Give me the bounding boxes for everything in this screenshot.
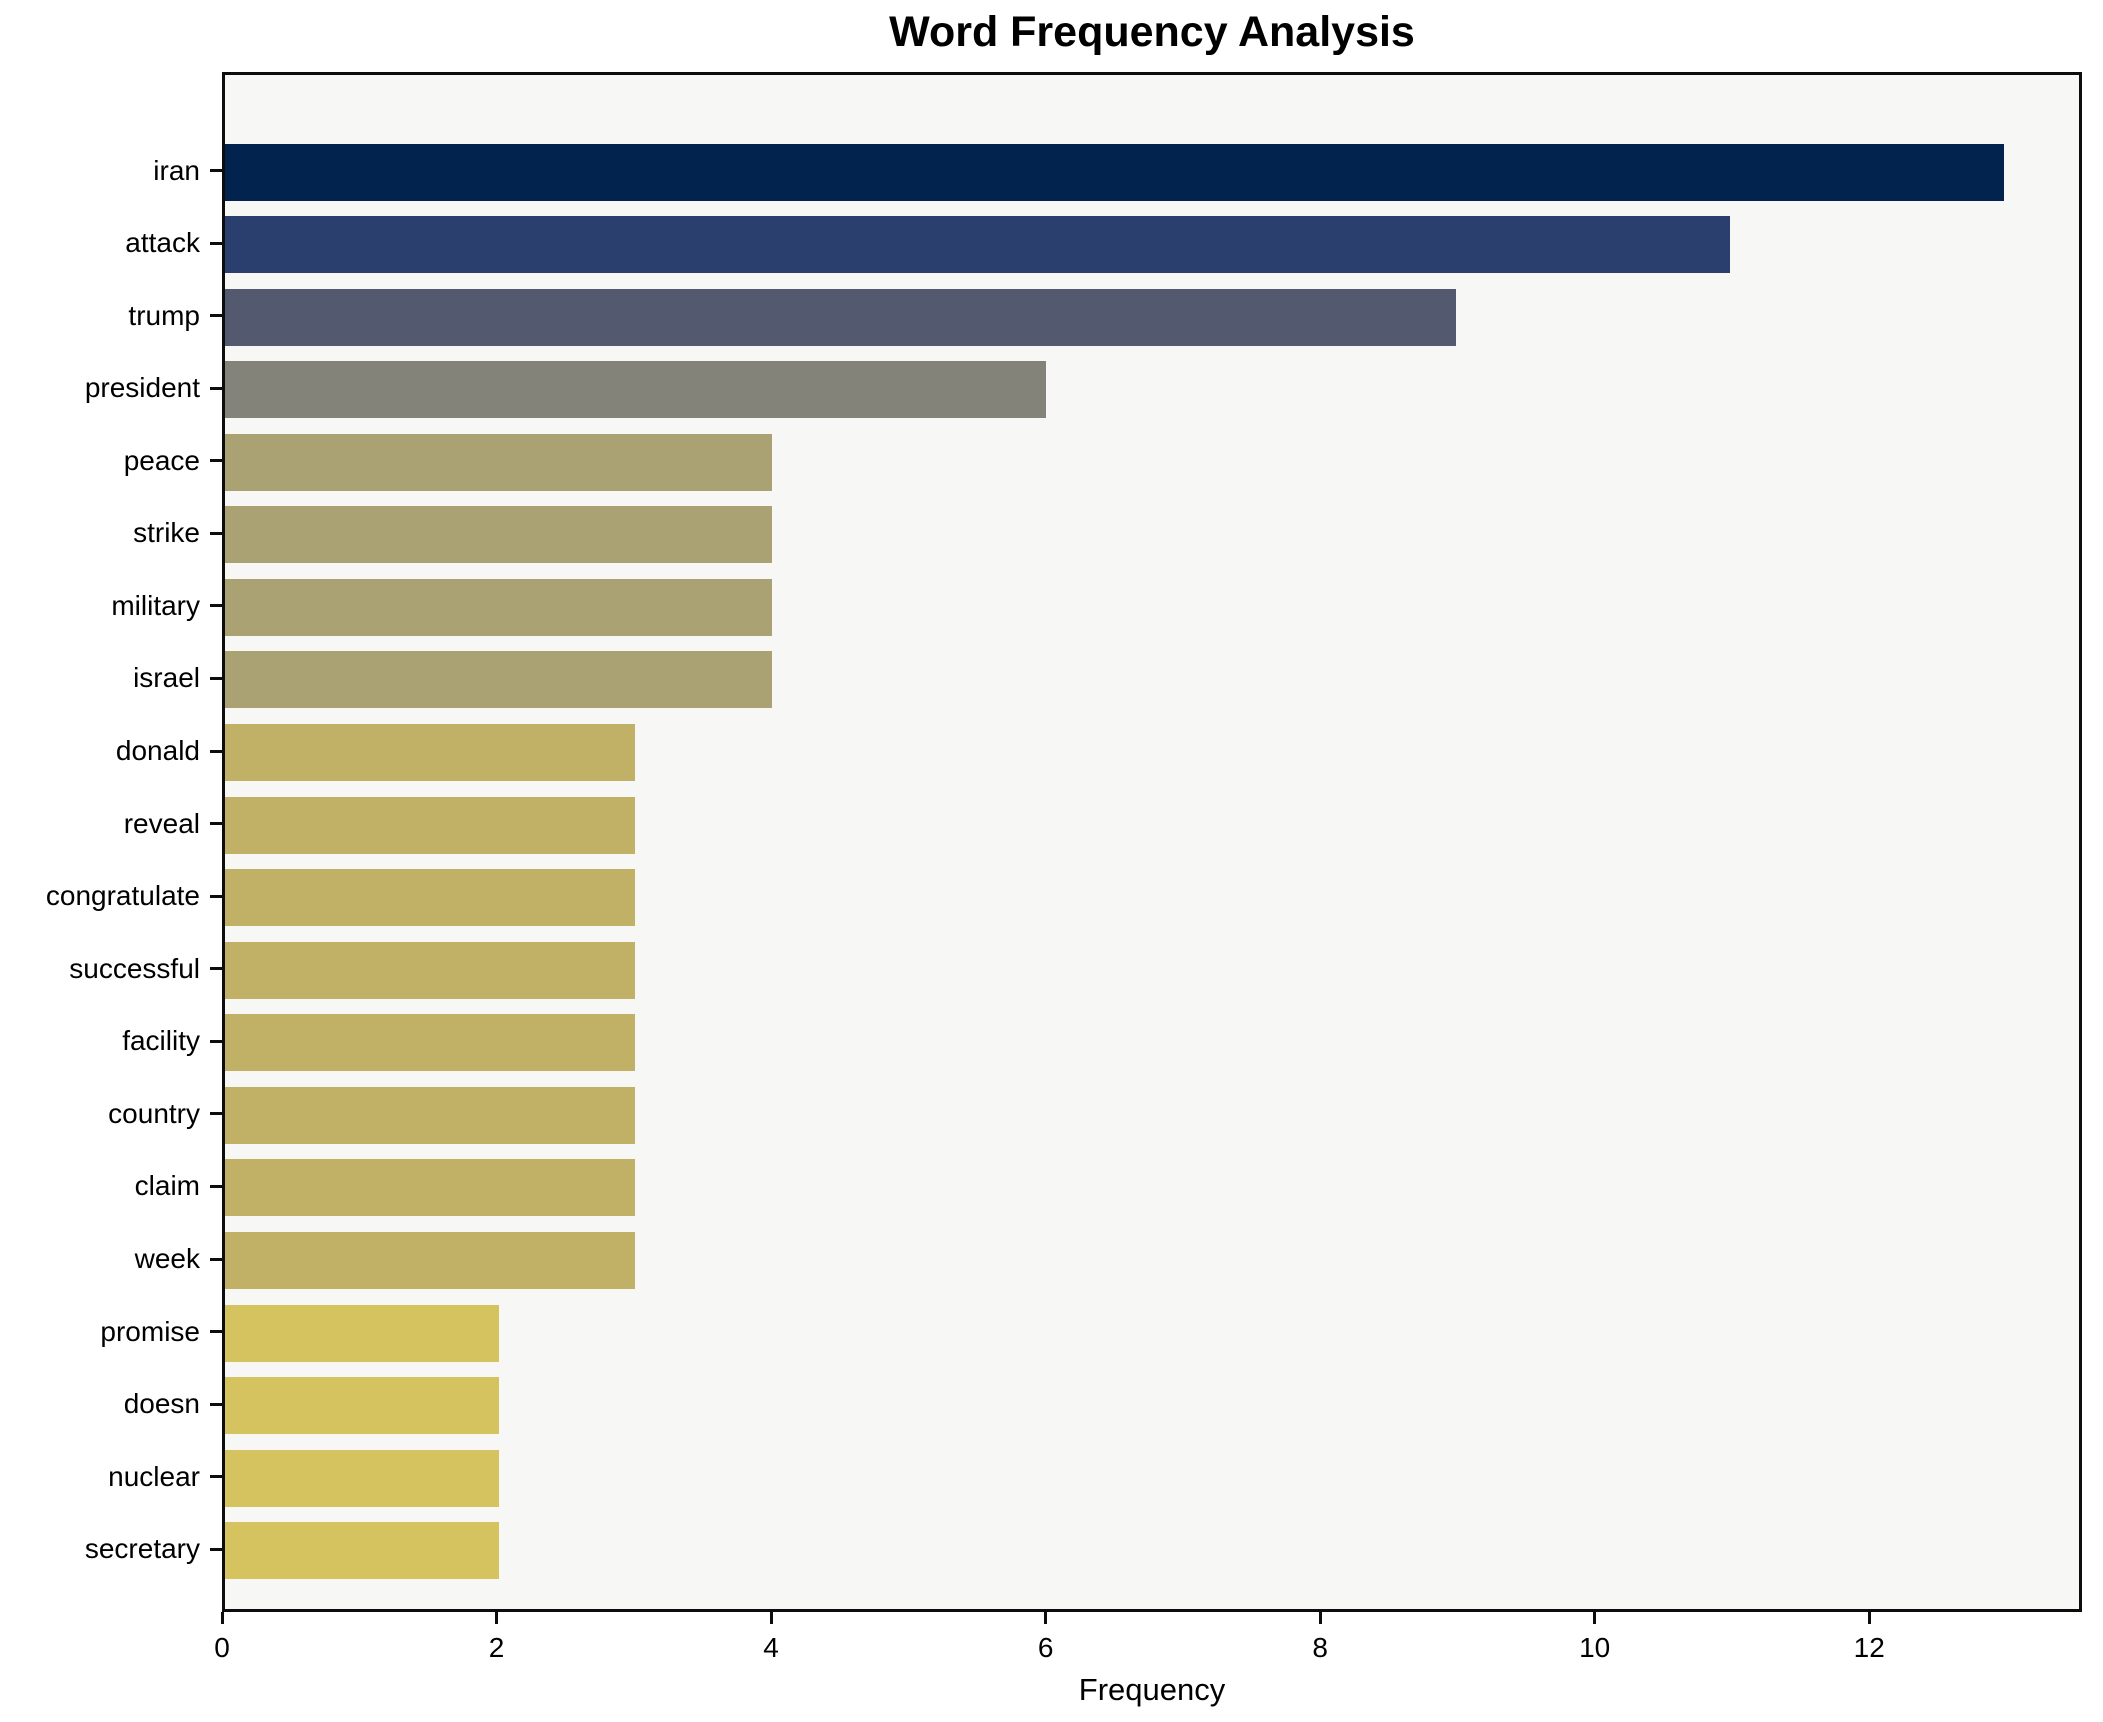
bar-facility xyxy=(225,1014,636,1072)
y-tick-mark xyxy=(210,894,222,898)
y-tick-mark xyxy=(210,1039,222,1043)
y-tick-mark xyxy=(210,1475,222,1479)
y-tick-mark xyxy=(210,531,222,535)
bar-nuclear xyxy=(225,1449,499,1507)
x-tick-label-8: 8 xyxy=(1312,1632,1328,1663)
y-tick-mark xyxy=(210,749,222,753)
bar-promise xyxy=(225,1304,499,1362)
bar-claim xyxy=(225,1159,636,1217)
x-axis-label: Frequency xyxy=(1078,1672,1226,1707)
y-tick-mark xyxy=(210,676,222,680)
y-tick-label-trump: trump xyxy=(128,299,200,331)
y-tick-mark xyxy=(210,604,222,608)
bar-country xyxy=(225,1086,636,1144)
x-tick-label-6: 6 xyxy=(1037,1632,1054,1663)
bar-successful xyxy=(225,941,636,999)
y-tick-label-promise: promise xyxy=(100,1315,200,1347)
y-tick-mark xyxy=(210,1330,222,1334)
bar-reveal xyxy=(225,796,636,854)
y-tick-label-successful: successful xyxy=(69,952,200,984)
y-tick-label-peace: peace xyxy=(123,444,200,476)
bar-attack xyxy=(225,216,1731,274)
y-tick-mark xyxy=(210,1257,222,1261)
x-tick-label-2: 2 xyxy=(488,1632,505,1663)
bar-week xyxy=(225,1232,636,1290)
y-tick-label-week: week xyxy=(134,1243,200,1275)
x-tick-mark xyxy=(769,1612,773,1624)
y-tick-mark xyxy=(210,386,222,390)
x-tick-mark xyxy=(220,1612,224,1624)
y-tick-label-strike: strike xyxy=(133,517,200,549)
y-tick-mark xyxy=(210,1184,222,1188)
bar-iran xyxy=(225,143,2004,201)
bar-donald xyxy=(225,724,636,782)
bar-congratulate xyxy=(225,869,636,927)
y-tick-label-claim: claim xyxy=(134,1170,200,1202)
x-tick-label-12: 12 xyxy=(1853,1632,1885,1663)
chart-title: Word Frequency Analysis xyxy=(889,8,1415,56)
y-tick-label-country: country xyxy=(108,1097,200,1129)
y-tick-label-iran: iran xyxy=(153,154,200,186)
bar-israel xyxy=(225,651,773,709)
y-tick-mark xyxy=(210,314,222,318)
y-tick-label-doesn: doesn xyxy=(123,1388,200,1420)
y-tick-mark xyxy=(210,1402,222,1406)
x-tick-mark xyxy=(1867,1612,1871,1624)
bar-trump xyxy=(225,288,1457,346)
y-tick-mark xyxy=(210,967,222,971)
x-tick-mark xyxy=(495,1612,499,1624)
x-tick-label-0: 0 xyxy=(214,1632,230,1663)
y-tick-mark xyxy=(210,169,222,172)
y-tick-label-nuclear: nuclear xyxy=(108,1460,200,1492)
y-tick-label-reveal: reveal xyxy=(123,807,200,839)
y-tick-label-donald: donald xyxy=(115,735,200,767)
plot-area xyxy=(222,72,2082,1612)
x-tick-label-4: 4 xyxy=(763,1632,779,1663)
x-tick-label-10: 10 xyxy=(1579,1632,1611,1663)
y-tick-mark xyxy=(210,1112,222,1116)
y-tick-label-congratulate: congratulate xyxy=(45,880,200,912)
y-tick-mark xyxy=(210,1547,222,1551)
x-tick-mark xyxy=(1044,1612,1048,1624)
y-tick-label-facility: facility xyxy=(122,1025,200,1057)
bar-secretary xyxy=(225,1522,499,1580)
bar-military xyxy=(225,578,773,636)
y-tick-label-attack: attack xyxy=(125,227,200,259)
x-tick-mark xyxy=(1593,1612,1597,1624)
bar-president xyxy=(225,361,1046,419)
y-tick-mark xyxy=(210,459,222,463)
x-tick-mark xyxy=(1318,1612,1322,1624)
y-tick-label-military: military xyxy=(111,589,200,621)
y-tick-mark xyxy=(210,241,222,245)
y-tick-mark xyxy=(210,822,222,826)
y-tick-label-secretary: secretary xyxy=(84,1533,200,1565)
bar-strike xyxy=(225,506,773,564)
bar-peace xyxy=(225,433,773,491)
bar-doesn xyxy=(225,1377,499,1435)
y-tick-label-israel: israel xyxy=(133,662,200,694)
y-tick-label-president: president xyxy=(84,372,200,404)
